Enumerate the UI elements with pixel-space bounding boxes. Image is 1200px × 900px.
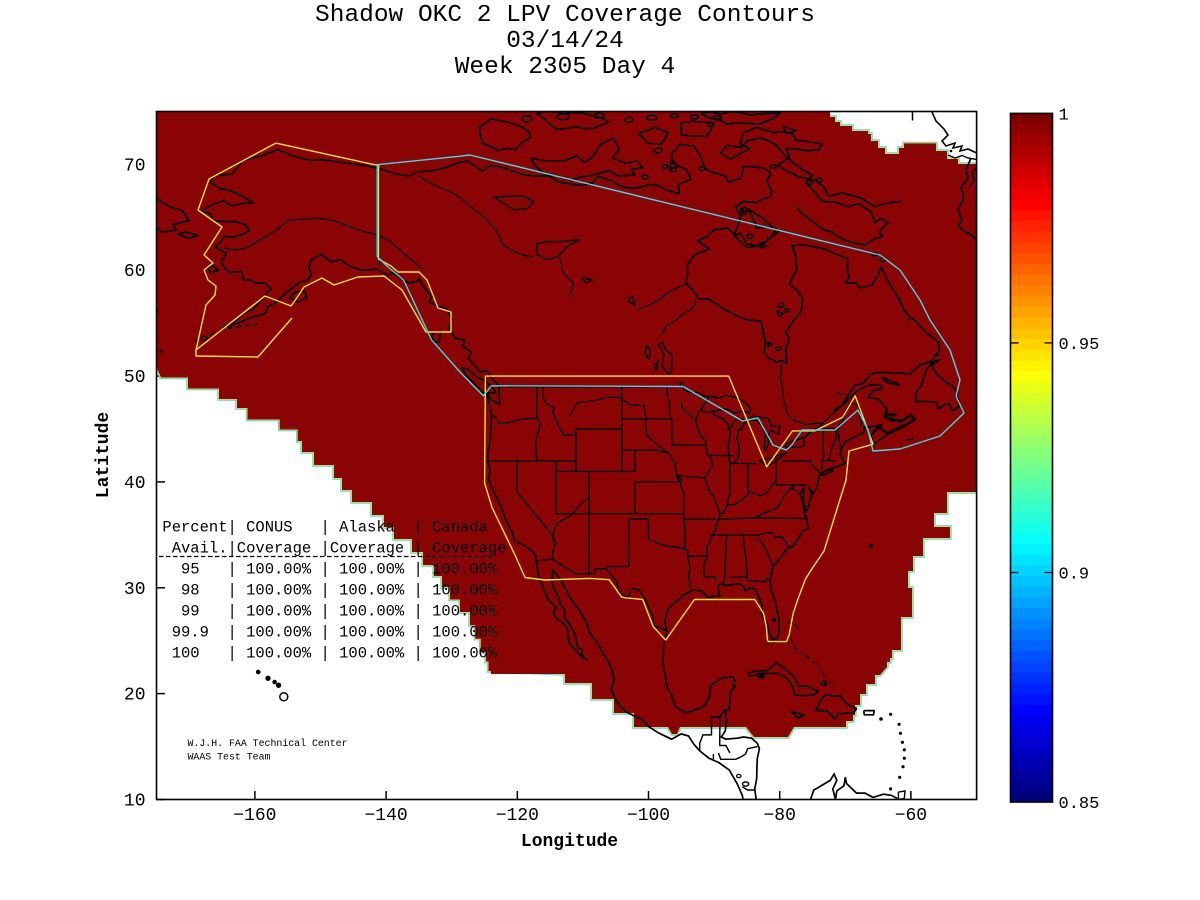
svg-text:Avail.|Coverage |Coverage | Co: Avail.|Coverage |Coverage | Coverage: [162, 539, 506, 557]
svg-text:98 | 100.00% | 100.00% | 100: 98 | 100.00% | 100.00% | 100.00%: [162, 581, 498, 599]
svg-text:99 | 100.00% | 100.00% | 100: 99 | 100.00% | 100.00% | 100.00%: [162, 602, 498, 620]
svg-text:0.9: 0.9: [1059, 566, 1090, 585]
svg-text:60: 60: [124, 262, 146, 282]
svg-text:40: 40: [124, 474, 146, 494]
svg-text:0.95: 0.95: [1059, 336, 1100, 355]
svg-text:Shadow OKC 2 LPV Coverage Cont: Shadow OKC 2 LPV Coverage Contours: [315, 2, 815, 29]
svg-text:03/14/24: 03/14/24: [506, 28, 624, 55]
svg-text:W.J.H. FAA Technical Center: W.J.H. FAA Technical Center: [188, 738, 348, 749]
svg-text:Longitude: Longitude: [521, 832, 618, 852]
svg-text:Percent| CONUS | Alaska | C: Percent| CONUS | Alaska | Canada: [162, 518, 488, 536]
svg-text:10: 10: [124, 792, 146, 812]
svg-text:−60: −60: [895, 806, 927, 826]
svg-text:1: 1: [1059, 106, 1069, 125]
svg-text:Latitude: Latitude: [94, 412, 114, 498]
svg-text:50: 50: [124, 368, 146, 388]
svg-text:0.85: 0.85: [1059, 795, 1100, 814]
svg-text:−140: −140: [364, 806, 407, 826]
svg-text:95 | 100.00% | 100.00% | 100: 95 | 100.00% | 100.00% | 100.00%: [162, 560, 498, 578]
svg-text:−80: −80: [763, 806, 795, 826]
svg-text:−120: −120: [496, 806, 539, 826]
svg-text:WAAS Test Team: WAAS Test Team: [188, 752, 271, 763]
svg-text:Week 2305 Day 4: Week 2305 Day 4: [455, 54, 676, 81]
svg-text:−100: −100: [627, 806, 670, 826]
svg-text:30: 30: [124, 580, 146, 600]
svg-text:99.9 | 100.00% | 100.00% | 10: 99.9 | 100.00% | 100.00% | 100.00%: [162, 623, 498, 641]
svg-text:100 | 100.00% | 100.00% | 10: 100 | 100.00% | 100.00% | 100.00%: [162, 644, 498, 662]
svg-text:20: 20: [124, 686, 146, 706]
svg-text:70: 70: [124, 156, 146, 176]
svg-text:−160: −160: [233, 806, 276, 826]
